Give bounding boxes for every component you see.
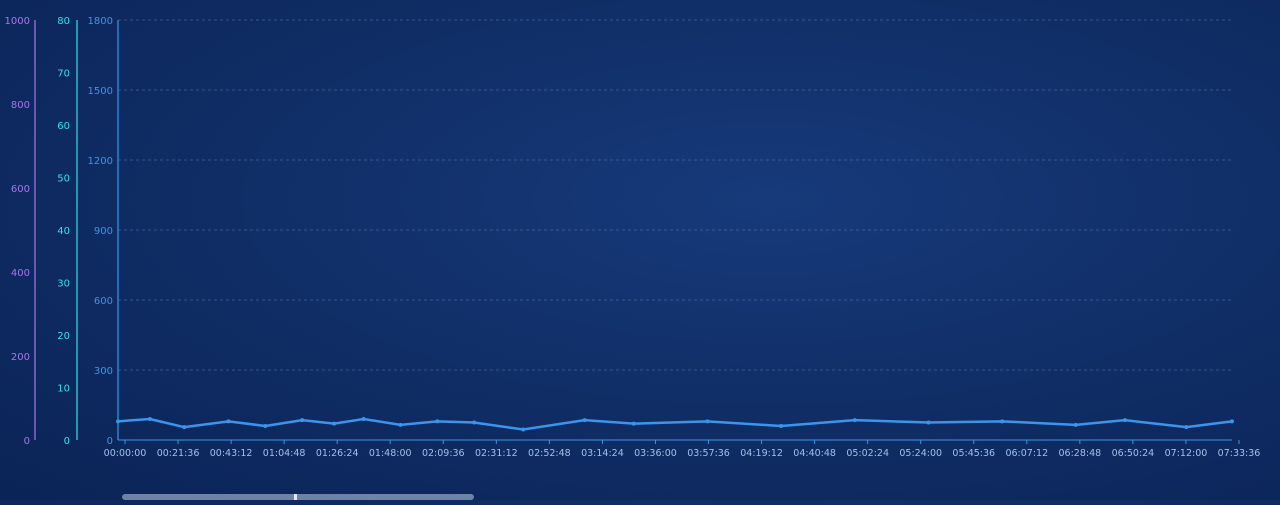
y-tick-label: 800: [11, 100, 30, 111]
x-tick-label: 02:09:36: [422, 448, 465, 459]
y-tick-label: 70: [57, 69, 70, 80]
data-point: [472, 420, 477, 425]
x-tick-label: 07:12:00: [1165, 448, 1208, 459]
x-axis: 00:00:00 00:21:36 00:43:12 01:04:48 01:26:24…: [104, 439, 1261, 459]
cyan-axis: 0 10 20 30 40 50 60 70 80: [57, 16, 78, 447]
data-point: [300, 418, 305, 423]
x-tick-label: 02:52:48: [528, 448, 571, 459]
y-tick-label: 300: [94, 366, 113, 377]
y-tick-label: 20: [57, 331, 70, 342]
x-tick-label: 05:24:00: [899, 448, 942, 459]
y-tick-label: 10: [57, 384, 70, 395]
data-point: [926, 420, 931, 425]
y-tick-label: 600: [11, 184, 30, 195]
y-tick-label: 400: [11, 268, 30, 279]
x-tick-label: 04:40:48: [793, 448, 836, 459]
y-tick-label: 1200: [88, 156, 113, 167]
x-tick-label: 03:57:36: [687, 448, 730, 459]
data-point: [226, 419, 231, 424]
x-tick-label: 05:02:24: [846, 448, 889, 459]
x-tick-label: 06:50:24: [1112, 448, 1155, 459]
data-point: [1184, 425, 1189, 430]
horizontal-scrollbar[interactable]: [122, 494, 474, 500]
x-tick-label: 00:21:36: [157, 448, 200, 459]
y-tick-label: 1800: [88, 16, 113, 27]
data-point: [263, 424, 268, 428]
y-tick-label: 200: [11, 352, 30, 363]
data-point: [398, 422, 403, 427]
data-point: [116, 419, 120, 424]
data-point: [435, 419, 440, 424]
blue-axis: 0 300 600 900 1200 1500 1800: [88, 16, 119, 447]
scrollbar-handle[interactable]: [294, 494, 297, 500]
purple-axis: 0 200 400 600 800 1000: [5, 16, 36, 447]
y-tick-label: 0: [24, 436, 30, 447]
y-tick-label: 1500: [88, 86, 113, 97]
data-point: [1073, 422, 1078, 427]
data-point: [582, 418, 587, 423]
data-point: [1122, 418, 1127, 423]
x-tick-label: 06:28:48: [1059, 448, 1102, 459]
y-tick-label: 600: [94, 296, 113, 307]
y-tick-label: 0: [64, 436, 70, 447]
x-tick-label: 05:45:36: [952, 448, 995, 459]
y-tick-label: 30: [57, 279, 70, 290]
data-point: [147, 417, 152, 421]
grid-lines: [118, 19, 1232, 441]
data-point: [631, 421, 636, 426]
data-point: [182, 425, 187, 430]
x-tick-label: 01:48:00: [369, 448, 412, 459]
y-tick-label: 60: [57, 121, 70, 132]
y-tick-label: 80: [57, 16, 70, 27]
x-tick-label: 06:07:12: [1005, 448, 1048, 459]
x-tick-label: 03:36:00: [634, 448, 677, 459]
x-tick-label: 01:26:24: [316, 448, 359, 459]
y-tick-label: 50: [57, 174, 70, 185]
x-tick-label: 04:19:12: [740, 448, 783, 459]
data-point: [1230, 419, 1234, 424]
y-tick-label: 0: [107, 436, 113, 447]
data-point: [779, 424, 784, 428]
x-tick-label: 02:31:12: [475, 448, 518, 459]
data-point: [1000, 419, 1005, 424]
x-tick-label: 07:33:36: [1218, 448, 1261, 459]
data-point: [332, 421, 337, 426]
data-point: [852, 418, 857, 423]
series-line: [117, 417, 1233, 431]
data-point: [361, 417, 366, 421]
data-point: [521, 427, 526, 432]
y-tick-label: 1000: [5, 16, 30, 27]
x-tick-label: 01:04:48: [263, 448, 306, 459]
x-tick-label: 00:43:12: [210, 448, 253, 459]
series-blue-axis: [116, 417, 1234, 432]
x-tick-label: 00:00:00: [104, 448, 147, 459]
data-point: [705, 419, 710, 424]
y-tick-label: 40: [57, 226, 70, 237]
y-tick-label: 900: [94, 226, 113, 237]
x-tick-label: 03:14:24: [581, 448, 624, 459]
